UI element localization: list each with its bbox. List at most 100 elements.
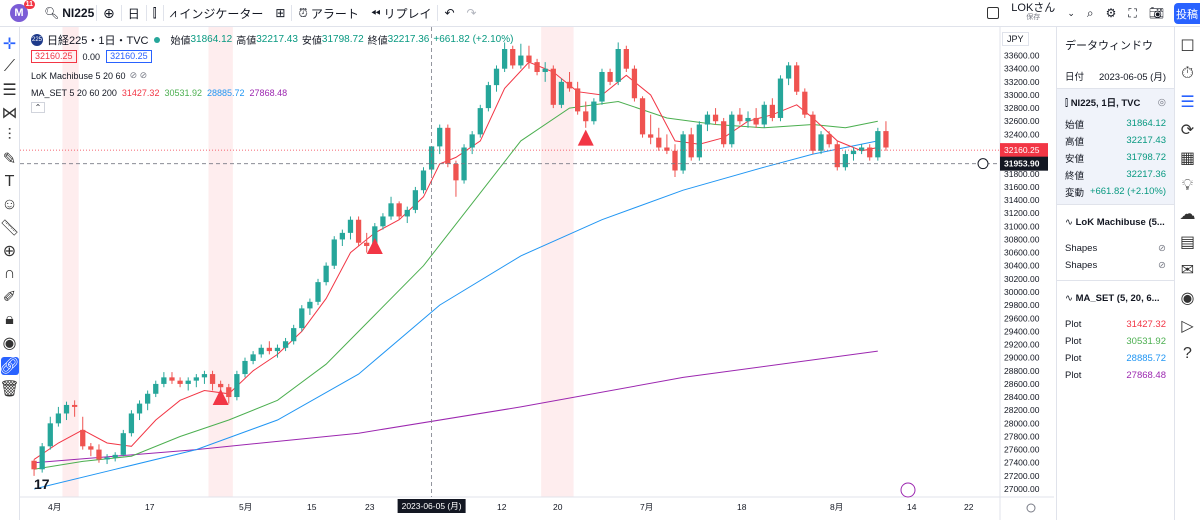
collapse-legend-button[interactable]: ⌃	[31, 101, 513, 113]
pencil-lock-icon[interactable]: ✐	[2, 288, 17, 306]
cursor-time-tag	[397, 499, 466, 513]
user-menu-dropdown[interactable]: ⌄	[1061, 0, 1081, 27]
magnet-icon[interactable]: ∩	[3, 264, 16, 282]
layout-button[interactable]	[981, 0, 1005, 27]
currency-label[interactable]: JPY	[1002, 32, 1029, 46]
low-label: 安値	[301, 36, 322, 47]
legend-title[interactable]: 日経225・1日・TVC	[47, 34, 149, 47]
save-status: 保存	[1026, 14, 1041, 21]
ma20-line	[34, 100, 878, 470]
price-tick-label: 31000.00	[1004, 221, 1040, 231]
indicator-1-name: LoK Machibuse 5 20 60	[31, 70, 126, 81]
legend-indicator-2[interactable]: MA_SET 5 20 60 200 31427.32 30531.92 288…	[31, 84, 513, 101]
legend-bid-ask-row: 32160.25 0.00 32160.25	[31, 48, 513, 65]
calendar-icon[interactable]: ▦	[1179, 150, 1196, 167]
low-value: 31798.72	[321, 34, 364, 45]
price-tick-label: 27800.00	[1004, 431, 1040, 441]
smiley-icon[interactable]: ☺	[1, 195, 18, 213]
current-price-label: 32160.25	[1004, 145, 1040, 155]
fullscreen-button[interactable]: ⛶	[1122, 0, 1142, 27]
plot-label: Plot	[1065, 370, 1082, 381]
candle-body	[510, 49, 516, 66]
candle-body	[867, 147, 873, 158]
wave-icon: ∿	[1065, 217, 1073, 228]
interval-button[interactable]: 日	[127, 6, 140, 21]
price-tick-label: 29600.00	[1004, 313, 1040, 323]
price-tick-label: 29000.00	[1004, 353, 1040, 363]
publish-button[interactable]: 投稿	[1174, 3, 1200, 24]
indicator-1-header[interactable]: ∿ LoK Machibuse (5...	[1057, 204, 1174, 240]
bid-box[interactable]: 32160.25	[31, 50, 77, 63]
logo[interactable]: M 11	[0, 0, 35, 27]
trendline-icon[interactable]: ⟋	[3, 57, 16, 75]
notification-badge: 11	[23, 0, 35, 9]
fib-icon[interactable]: ⫶	[7, 126, 12, 144]
watchlist-icon[interactable]: ☐	[1180, 38, 1195, 55]
eye-icon: ◎	[1157, 96, 1166, 108]
screenshot-button[interactable]: 📷︎	[1143, 0, 1170, 27]
chat-icon[interactable]: ☁	[1179, 206, 1196, 223]
candle-body	[428, 146, 435, 170]
candle-body	[777, 78, 784, 118]
time-tick-label: 7月	[640, 502, 653, 512]
price-tick-label: 27200.00	[1004, 471, 1040, 481]
price-tick-label: 28200.00	[1004, 405, 1040, 415]
search-icon: ⌕	[1086, 5, 1094, 20]
plot-label: Plot	[1065, 336, 1082, 347]
alerts-icon[interactable]: ⏱	[1181, 65, 1194, 82]
close-value: 32217.36	[387, 34, 430, 45]
settings-button[interactable]: ⚙	[1100, 0, 1123, 27]
hotlist-icon[interactable]: ⟳	[1180, 122, 1195, 139]
price-tick-label: 27600.00	[1004, 445, 1040, 455]
lock-icon[interactable]: 🔒︎	[5, 310, 14, 328]
chart-area[interactable]: 33600.00 33400.00 33200.00 33000.00 32800.00…	[20, 27, 1054, 520]
horizontal-lines-icon[interactable]: ☰	[2, 81, 17, 99]
pattern-icon[interactable]: ⋈	[1, 104, 18, 122]
stream-icon[interactable]: ▷	[1181, 318, 1194, 335]
price-chart[interactable]: 33600.00 33400.00 33200.00 33000.00 32800.00…	[20, 27, 1054, 520]
chart-legend: 225 日経225・1日・TVC 始値 31864.12 高値 32217.43 安…	[31, 31, 513, 113]
date-row: 日付 2023-06-05 (月)	[1057, 63, 1174, 89]
candle-body	[47, 423, 53, 447]
chart-type-button[interactable]: ⫿	[147, 0, 163, 27]
replay-label: リプレイ	[383, 6, 432, 21]
candle-body	[404, 209, 410, 217]
zoom-in-icon[interactable]: ⊕	[2, 242, 17, 260]
divider	[145, 5, 147, 21]
data-window-title: データウィンドウ	[1065, 40, 1153, 52]
quick-search-button[interactable]: ⌕	[1081, 0, 1100, 27]
eye-icon[interactable]: ◉	[2, 334, 17, 352]
link-icon[interactable]: 🔗︎	[0, 356, 20, 375]
price-tick-label: 32600.00	[1004, 116, 1040, 126]
legend-indicator-1[interactable]: LoK Machibuse 5 20 60 ⊘ ⊘	[31, 67, 513, 84]
cursor-time-label: 2023-06-05 (月)	[402, 501, 462, 511]
notes-icon[interactable]: ✉	[1180, 262, 1195, 279]
news-icon[interactable]: ▤	[1179, 234, 1196, 251]
market-status-dot	[154, 36, 161, 43]
compare-button[interactable]: ⊕	[97, 0, 121, 27]
symbol-header[interactable]: ⫿ NI225, 1日, TVC ◎	[1057, 89, 1174, 115]
ma20-value: 30531.92	[164, 87, 202, 98]
symbol-header-text: ⫿ NI225, 1日, TVC	[1065, 95, 1140, 109]
replay-button[interactable]: ⏪︎ リプレイ	[365, 0, 438, 27]
redo-button[interactable]: ↷	[461, 0, 483, 27]
data-window-icon[interactable]: ☰	[1180, 94, 1195, 111]
text-icon[interactable]: T	[4, 172, 15, 190]
eye-off-icon: ⊘ ⊘	[129, 70, 148, 80]
help-icon[interactable]: ?	[1183, 345, 1192, 362]
indicators-button[interactable]: ⩘ インジケーター	[164, 0, 270, 27]
user-menu[interactable]: LOKさん 保存	[1005, 0, 1061, 27]
symbol-search[interactable]: 🔍︎ NI225	[34, 0, 96, 27]
chevron-up-icon: ⌃	[31, 101, 45, 113]
ideas-icon[interactable]: 💡︎	[1181, 177, 1194, 194]
undo-button[interactable]: ↶	[438, 0, 460, 27]
trash-icon[interactable]: 🗑︎	[0, 380, 20, 398]
brush-icon[interactable]: ✎	[2, 150, 17, 168]
broadcast-icon[interactable]: ◉	[1180, 290, 1195, 307]
alert-button[interactable]: ⏰︎ アラート	[292, 0, 364, 27]
ruler-icon[interactable]: 📏︎	[0, 219, 20, 237]
indicator-2-header[interactable]: ∿ MA_SET (5, 20, 6...	[1057, 280, 1174, 316]
ask-box[interactable]: 32160.25	[106, 50, 152, 63]
templates-button[interactable]: ⊞	[269, 0, 291, 27]
crosshair-icon[interactable]: ✛	[2, 35, 17, 53]
